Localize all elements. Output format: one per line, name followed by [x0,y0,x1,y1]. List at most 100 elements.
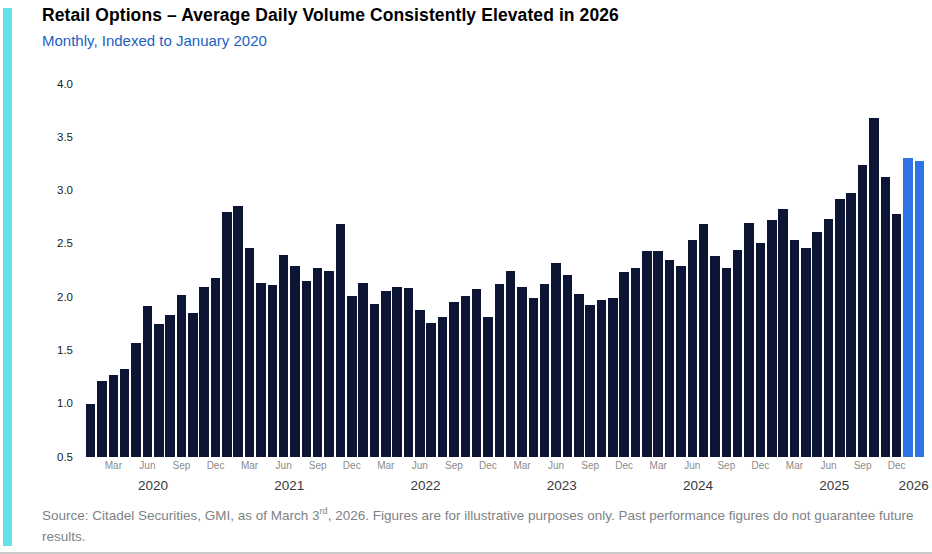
bar-nov-2021 [336,224,346,457]
x-tick-dec-2024: Dec [751,460,769,471]
bar-aug-2020 [165,315,175,457]
bar-oct-2022 [461,296,471,457]
bar-jul-2024 [699,224,709,457]
bar-sep-2021 [313,268,323,457]
bar-may-2025 [812,232,822,457]
bar-feb-2021 [233,206,243,458]
bar-dec-2024 [756,243,766,457]
bar-aug-2024 [710,256,720,457]
source-note: Source: Citadel Securities, GMI, as of M… [42,501,926,547]
x-tick-mar-2024: Mar [650,460,667,471]
bar-feb-2022 [370,304,380,457]
bar-feb-2024 [642,251,652,457]
bar-oct-2025 [869,118,879,457]
bar-oct-2024 [733,250,743,457]
bar-may-2022 [404,288,414,457]
bar-aug-2025 [846,193,856,457]
x-tick-dec-2025: Dec [888,460,906,471]
bar-jun-2020 [143,306,153,457]
bar-dec-2025 [892,214,902,457]
accent-stripe [3,8,12,546]
bar-nov-2022 [472,289,482,457]
bar-oct-2020 [188,313,198,457]
y-tick-3.0: 3.0 [28,183,73,198]
x-tick-jun-2022: Jun [412,460,428,471]
bar-dec-2021 [347,296,357,457]
bar-dec-2020 [211,278,221,457]
bar-jul-2023 [563,275,573,457]
bar-jun-2025 [824,219,834,457]
plot-area [85,84,925,457]
x-tick-mar-2021: Mar [241,460,258,471]
bar-sep-2022 [449,302,459,457]
bar-jun-2022 [415,310,425,457]
x-year-label-2026: 2026 [899,478,929,493]
x-tick-dec-2021: Dec [343,460,361,471]
x-tick-dec-2020: Dec [207,460,225,471]
y-tick-1.0: 1.0 [28,396,73,411]
x-tick-jun-2020: Jun [139,460,155,471]
bar-feb-2025 [778,209,788,457]
bar-sep-2020 [177,295,187,457]
bar-mar-2020 [109,375,119,457]
bar-sep-2024 [722,268,732,457]
bar-mar-2025 [790,240,800,457]
bar-aug-2023 [574,294,584,457]
bar-dec-2022 [483,317,493,457]
bar-oct-2021 [324,271,334,458]
bar-mar-2021 [245,248,255,457]
bar-jan-2026 [903,158,913,457]
bar-feb-2020 [97,381,107,457]
source-text: Source: Citadel Securities, GMI, as of M… [42,508,320,523]
x-tick-jun-2023: Jun [548,460,564,471]
bar-mar-2023 [517,287,527,458]
bar-apr-2023 [529,298,539,457]
x-tick-sep-2021: Sep [309,460,327,471]
x-tick-jun-2025: Jun [820,460,836,471]
bar-apr-2022 [392,287,402,458]
bar-apr-2021 [256,283,266,457]
x-year-label-2024: 2024 [683,478,713,493]
bar-jul-2022 [426,323,436,457]
bar-jan-2020 [86,404,96,457]
bar-may-2023 [540,284,550,457]
y-tick-1.5: 1.5 [28,343,73,358]
bar-aug-2021 [302,281,312,457]
y-tick-2.5: 2.5 [28,236,73,251]
bar-apr-2024 [665,260,675,457]
y-tick-3.5: 3.5 [28,130,73,145]
x-tick-dec-2022: Dec [479,460,497,471]
bar-feb-2026 [915,161,925,457]
bar-mar-2022 [381,291,391,457]
bar-sep-2025 [858,165,868,457]
bar-nov-2020 [199,287,209,458]
bar-apr-2025 [801,248,811,457]
bar-mar-2024 [653,251,663,457]
x-tick-mar-2022: Mar [377,460,394,471]
x-year-label-2020: 2020 [138,478,168,493]
bar-jun-2024 [688,240,698,457]
bar-jun-2021 [279,255,289,457]
bar-may-2020 [131,343,141,457]
y-tick-2.0: 2.0 [28,290,73,305]
bar-may-2024 [676,266,686,457]
x-tick-dec-2023: Dec [615,460,633,471]
x-tick-mar-2020: Mar [105,460,122,471]
x-tick-sep-2025: Sep [854,460,872,471]
x-tick-sep-2023: Sep [581,460,599,471]
x-tick-mar-2023: Mar [513,460,530,471]
page: Retail Options – Average Daily Volume Co… [0,0,932,554]
bar-jan-2025 [767,220,777,457]
x-tick-sep-2024: Sep [717,460,735,471]
bar-aug-2022 [438,317,448,457]
bar-jan-2021 [222,212,232,457]
chart-subtitle: Monthly, Indexed to January 2020 [42,32,267,49]
bar-apr-2020 [120,369,130,457]
x-tick-jun-2021: Jun [276,460,292,471]
bar-jun-2023 [551,263,561,457]
y-tick-4.0: 4.0 [28,77,73,92]
chart-title: Retail Options – Average Daily Volume Co… [42,5,619,26]
bar-nov-2025 [881,177,891,457]
source-superscript: rd [320,506,328,516]
x-year-label-2021: 2021 [274,478,304,493]
